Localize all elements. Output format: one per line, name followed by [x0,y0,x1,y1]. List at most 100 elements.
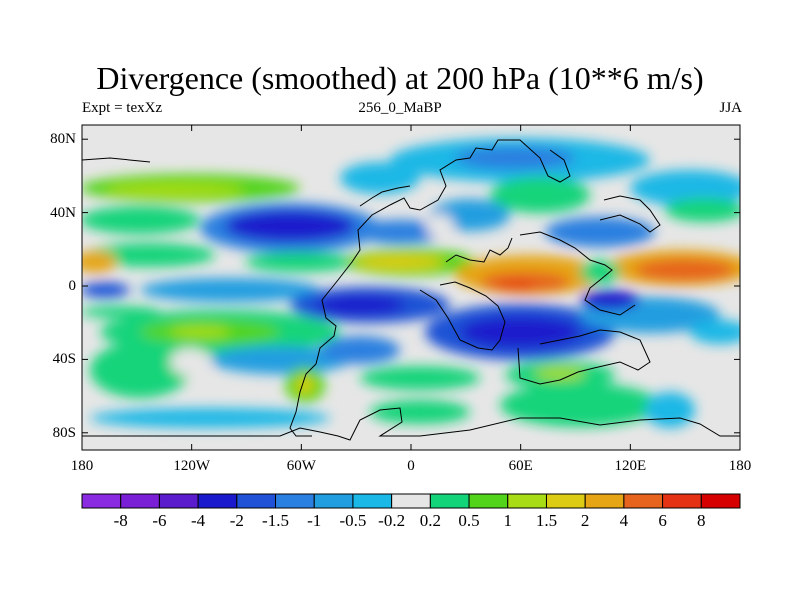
colorbar-swatch [662,493,702,509]
field-patch [370,400,470,424]
lat-tick-label: 80N [50,131,76,148]
colorbar-swatch [352,493,393,509]
lat-tick-label: 40N [50,204,76,221]
field-patch [245,252,355,272]
field-patch [495,282,535,290]
colorbar-swatch [275,493,315,509]
coastline-antarctica [82,407,740,441]
field-patch [355,254,445,270]
lat-tick-label: 80S [52,424,76,441]
field-patch [105,183,245,197]
field-patch [90,408,330,428]
field-patch [500,383,660,427]
coastline-north-america-east [82,157,151,163]
colorbar-swatch [313,493,354,509]
colorbar-swatch [429,493,470,509]
colorbar-label: 6 [658,511,667,530]
coastline-south-america [289,289,337,437]
colorbar-swatch [81,493,122,509]
field-patch [645,392,695,428]
colorbar-label: -1.5 [262,511,289,530]
field-patch [360,366,480,390]
colorbar-swatch [236,493,277,509]
colorbar-label: 2 [580,511,590,530]
colorbar-swatch [391,493,431,509]
colorbar-label: 4 [619,511,629,530]
experiment-label: Expt = texXz [82,100,163,116]
coastline-australia [517,329,651,385]
coastlines [82,139,740,441]
field-patch [82,306,160,318]
field-patch [490,177,590,213]
field-patch [535,368,585,380]
field-patch [690,320,740,344]
axis-ticks [81,125,741,450]
colorbar-label: -0.2 [378,511,406,530]
colorbar-label: -8 [113,511,128,530]
colorbar-swatch [623,493,664,509]
field-patch [170,348,210,376]
colorbar-swatch [545,493,586,509]
colorbar-label: 0.2 [419,511,441,530]
colorbar-swatch [584,493,625,509]
lon-tick-label: 180 [728,458,752,474]
colorbar-swatch [120,493,160,509]
field-patch [90,342,190,398]
field-patch [635,259,735,281]
field-patch [320,336,400,364]
field-patch [340,162,420,194]
field-patch [426,214,454,238]
field-patch [580,290,640,310]
colorbar-label: -1 [307,511,322,530]
field-patch [315,295,405,315]
lon-tick-label: 60E [508,458,533,474]
field-patch [460,316,580,348]
colorbar-swatch [158,493,199,509]
coastline-asia-south [519,231,636,316]
field-patch [665,198,740,222]
field-patch [296,376,314,394]
run-label: 256_0_MaBP [358,100,442,116]
lon-tick-label: 120E [614,458,647,474]
coastline-africa-europe [329,139,571,291]
plot-title: Divergence (smoothed) at 200 hPa (10**6 … [96,60,704,96]
season-label: JJA [719,100,742,116]
colorbar-label: -6 [152,511,167,530]
colorbar [81,493,741,509]
coastline-africa-south [419,281,506,351]
lon-tick-label: 0 [407,458,415,474]
field-patch [140,278,320,302]
lon-tick-label: 180 [70,458,94,474]
field-patch [85,243,215,267]
colorbar-label: -4 [191,511,206,530]
colorbar-swatch [700,493,741,509]
colorbar-label: 1.5 [535,511,558,530]
lat-tick-label: 0 [68,278,77,294]
coastline-arabia [445,237,513,263]
colorbar-label: 0.5 [458,511,480,530]
field-patch [355,220,445,244]
field-patch [225,210,355,242]
colorbar-label: -2 [229,511,244,530]
lon-tick-label: 60W [286,458,316,474]
colorbar-label: 1 [503,511,513,530]
field-patch [580,260,620,284]
field-patch [82,206,200,234]
colorbar-swatch [197,493,238,509]
field-patch [630,170,740,206]
coastline-east-asia [599,195,661,233]
field-patch [82,282,130,298]
field-patch [210,346,350,374]
field-patch [82,251,117,273]
lon-tick-label: 120W [173,458,210,474]
colorbar-label: -0.5 [339,511,367,530]
field-patch [545,217,655,247]
field-patch [170,326,230,338]
lat-tick-label: 40S [52,351,76,368]
field-patch [455,146,575,170]
divergence-field [82,125,740,450]
colorbar-label: 8 [697,511,706,530]
coastline-greenland [359,185,411,207]
colorbar-swatch [507,493,547,509]
